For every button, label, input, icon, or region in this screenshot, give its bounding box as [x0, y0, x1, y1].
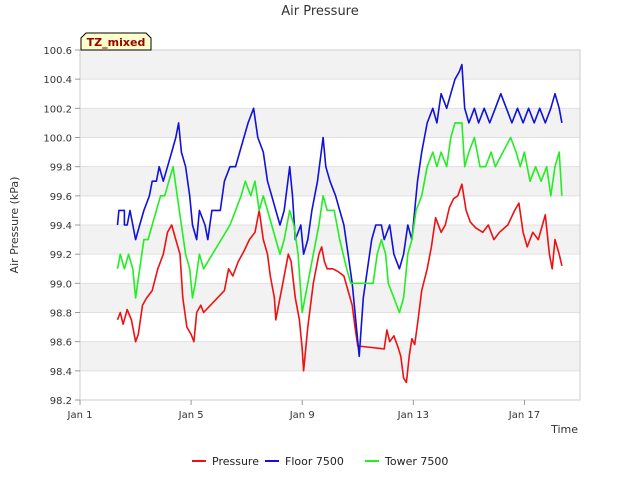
y-tick-label: 100.6: [43, 46, 72, 57]
annotation-label: TZ_mixed: [87, 36, 146, 49]
y-tick-label: 100.0: [43, 134, 72, 145]
grid-band: [80, 108, 580, 138]
y-tick-label: 98.2: [50, 396, 72, 407]
y-tick-label: 98.8: [50, 309, 72, 320]
series-line-pressure: [116, 183, 563, 384]
y-tick-label: 99.6: [50, 192, 72, 203]
grid-band: [80, 225, 580, 255]
annotation-box: TZ_mixed: [80, 32, 152, 51]
y-axis-ticks: 98.2 98.4 98.6 98.8 99.0 99.2 99.4 99.6 99.8 100.…: [43, 46, 80, 407]
series-lines: [116, 63, 563, 384]
series-line-floor-7500: [116, 63, 563, 358]
annotation-tag-shape: [80, 32, 152, 51]
grid-band: [80, 50, 580, 80]
y-axis-label: Air Pressure (kPa): [8, 177, 21, 274]
x-tick-label: Jan 5: [178, 410, 204, 421]
y-tick-label: 98.4: [50, 367, 72, 378]
y-tick-label: 100.4: [43, 75, 72, 86]
series-line-tower-7500: [116, 122, 563, 314]
x-tick-label: Jan 9: [289, 410, 315, 421]
y-tick-label: 99.0: [50, 279, 72, 290]
y-tick-label: 98.6: [50, 338, 72, 349]
y-tick-label: 99.2: [50, 250, 72, 261]
x-tick-label: Jan 13: [397, 410, 429, 421]
x-axis-ticks: Jan 1 Jan 5 Jan 9 Jan 13 Jan 17: [67, 400, 540, 421]
x-tick-label: Jan 17: [508, 410, 540, 421]
legend-label: Floor 7500: [285, 455, 344, 468]
y-tick-label: 99.4: [50, 221, 72, 232]
legend-label: Pressure: [212, 455, 259, 468]
grid-band: [80, 341, 580, 371]
grid-band: [80, 283, 580, 313]
legend: Pressure Floor 7500 Tower 7500: [192, 455, 448, 468]
y-tick-label: 99.8: [50, 163, 72, 174]
x-axis-label: Time: [550, 423, 578, 436]
y-tick-label: 100.2: [43, 104, 72, 115]
legend-label: Tower 7500: [384, 455, 448, 468]
x-tick-label: Jan 1: [67, 410, 93, 421]
chart-title: Air Pressure: [281, 4, 359, 19]
